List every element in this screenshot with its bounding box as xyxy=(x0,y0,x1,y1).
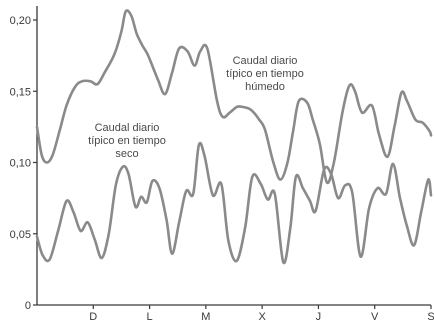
annotation-line: húmedo xyxy=(245,81,285,93)
annotation-line: seco xyxy=(115,148,138,160)
y-tick-label: 0 xyxy=(25,300,31,312)
x-tick-label: S xyxy=(427,311,434,323)
annotation-line: Caudal diario xyxy=(233,55,298,67)
y-tick-label: 0,05 xyxy=(10,229,31,241)
annotation-dry: Caudal diario típico en tiempo seco xyxy=(88,122,166,160)
series-line-dry xyxy=(35,141,433,265)
x-tick-label: D xyxy=(89,311,97,323)
series-layer xyxy=(35,9,433,265)
x-tick-label: X xyxy=(258,311,266,323)
x-tick-label: V xyxy=(371,311,379,323)
annotation-line: típico en tiempo xyxy=(226,68,304,80)
annotation-layer: Caudal diario típico en tiempo húmedoCauda… xyxy=(88,55,304,160)
x-tick-label: L xyxy=(147,311,153,323)
y-tick-label: 0,10 xyxy=(10,158,31,170)
x-tick-label: M xyxy=(201,311,210,323)
annotation-line: Caudal diario xyxy=(95,122,160,134)
y-axis: 0,20 0,15 0,10 0,05 0 xyxy=(10,6,38,312)
annotation-line: típico en tiempo xyxy=(88,135,166,147)
y-tick-label: 0,20 xyxy=(10,15,31,27)
annotation-wet: Caudal diario típico en tiempo húmedo xyxy=(226,55,304,93)
series-line-wet xyxy=(35,9,433,185)
y-tick-label: 0,15 xyxy=(10,86,31,98)
x-tick-label: J xyxy=(316,311,322,323)
